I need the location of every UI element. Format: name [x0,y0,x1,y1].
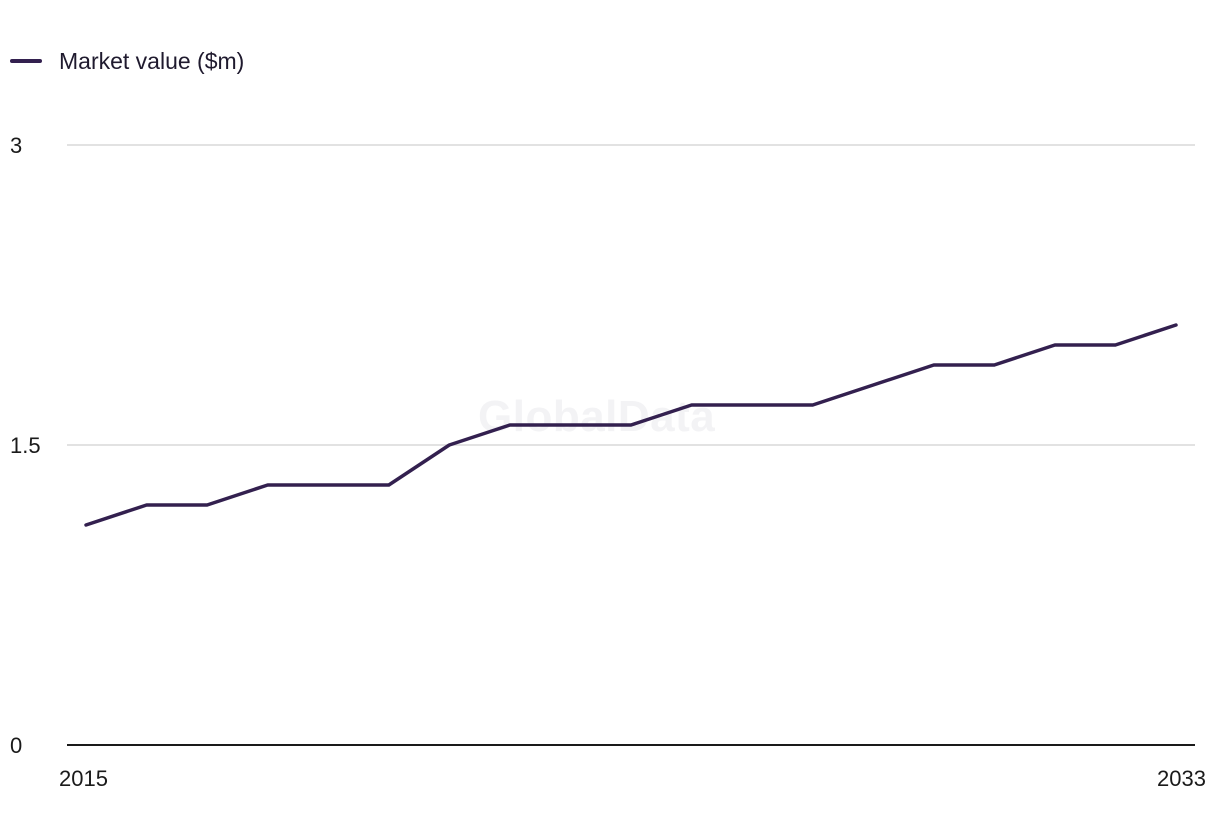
y-tick-label: 0 [10,733,22,758]
y-tick-label: 1.5 [10,433,41,458]
x-tick-label: 2033 [1157,766,1206,791]
series [84,323,1178,527]
legend: Market value ($m) [10,44,244,78]
legend-swatch [10,59,42,63]
gridlines [67,144,1195,446]
tick-labels: 0 1.5 3 2015 2033 [10,133,1206,791]
x-tick-label: 2015 [59,766,108,791]
series-line [84,323,1178,527]
watermark: GlobalData [478,392,716,441]
legend-label: Market value ($m) [59,47,245,74]
y-tick-label: 3 [10,133,22,158]
